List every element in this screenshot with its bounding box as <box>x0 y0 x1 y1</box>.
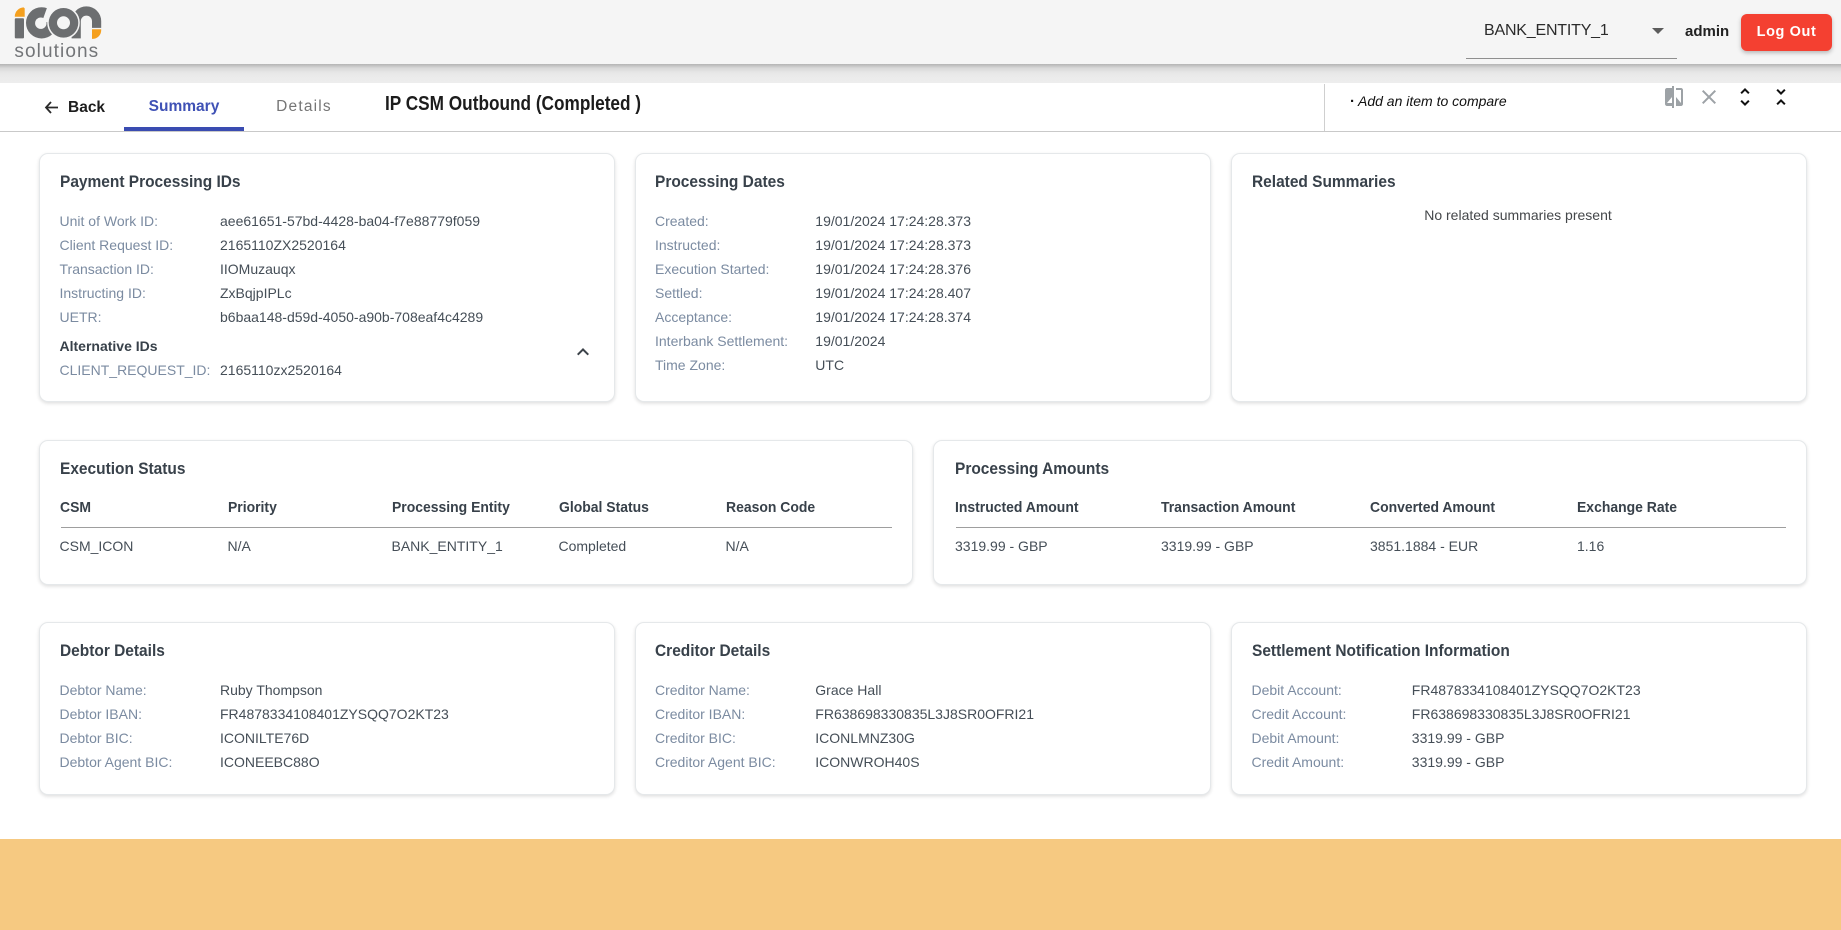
svg-text:solutions: solutions <box>14 41 99 60</box>
